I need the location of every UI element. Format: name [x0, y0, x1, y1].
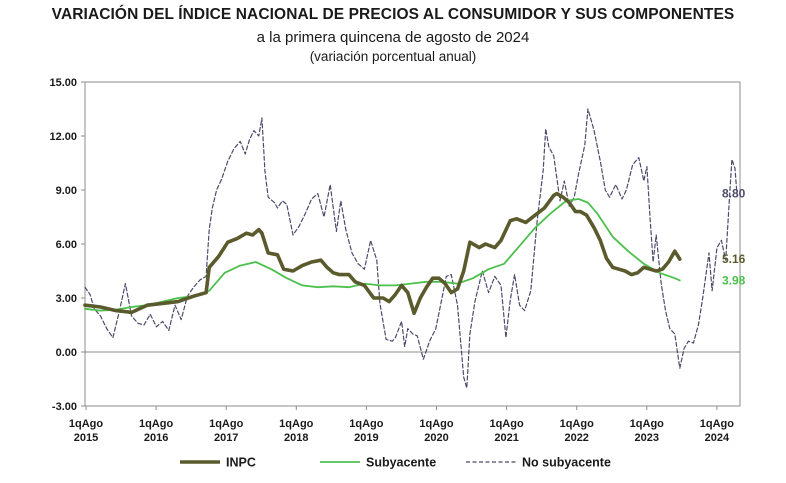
chart-title: VARIACIÓN DEL ÍNDICE NACIONAL DE PRECIOS… — [51, 6, 735, 23]
x-tick-label-top: 1qAgo — [630, 418, 665, 430]
x-tick-label-bottom: 2019 — [354, 432, 378, 444]
series-layer — [83, 108, 738, 389]
x-tick-label-bottom: 2024 — [705, 432, 730, 444]
y-tick-label: 0.00 — [56, 347, 77, 359]
x-tick-label-bottom: 2015 — [74, 432, 98, 444]
x-tick-label-top: 1qAgo — [419, 418, 454, 430]
series-line-subyacente — [84, 198, 681, 312]
x-tick-label-top: 1qAgo — [560, 418, 595, 430]
series-line-inpc — [83, 191, 682, 316]
x-tick-label-top: 1qAgo — [279, 418, 314, 430]
x-tick-label-bottom: 2022 — [564, 432, 588, 444]
end-label-inpc: 5.16 — [722, 252, 746, 266]
y-tick-label: 15.00 — [49, 77, 77, 89]
y-tick-label: 3.00 — [56, 293, 77, 305]
legend-label-inpc: INPC — [226, 456, 256, 470]
chart-units-subtitle: (variación porcentual anual) — [309, 49, 477, 64]
x-tick-label-top: 1qAgo — [209, 418, 244, 430]
x-tick-label-top: 1qAgo — [69, 418, 104, 430]
x-tick-label-top: 1qAgo — [489, 418, 524, 430]
x-tick-label-bottom: 2018 — [284, 432, 308, 444]
end-label-no-subyacente: 8.80 — [722, 187, 746, 201]
y-tick-label: 12.00 — [49, 131, 77, 143]
series-line-no-subyacente — [84, 108, 738, 389]
y-tick-label: 6.00 — [56, 239, 77, 251]
y-tick-label: -3.00 — [52, 401, 77, 413]
end-labels: 5.16 3.98 8.80 — [722, 187, 746, 288]
x-tick-label-bottom: 2023 — [635, 432, 659, 444]
legend-label-subyacente: Subyacente — [366, 456, 436, 470]
x-tick-label-top: 1qAgo — [349, 418, 384, 430]
x-tick-label-top: 1qAgo — [139, 418, 174, 430]
chart-subtitle: a la primera quincena de agosto de 2024 — [256, 29, 530, 46]
x-tick-label-bottom: 2017 — [214, 432, 238, 444]
chart-legend: INPC Subyacente No subyacente — [180, 456, 611, 470]
end-label-subyacente: 3.98 — [722, 273, 746, 287]
x-tick-label-bottom: 2016 — [144, 432, 168, 444]
x-tick-label-top: 1qAgo — [700, 418, 735, 430]
chart-axes: 15.00 12.00 9.00 6.00 3.00 0.00 -3.00 1qAgo 2015… — [49, 77, 741, 444]
plot-frame — [84, 81, 741, 407]
x-tick-label-bottom: 2020 — [424, 432, 448, 444]
legend-label-no-subyacente: No subyacente — [522, 456, 611, 470]
y-tick-label: 9.00 — [56, 185, 77, 197]
x-tick-label-bottom: 2021 — [494, 432, 518, 444]
